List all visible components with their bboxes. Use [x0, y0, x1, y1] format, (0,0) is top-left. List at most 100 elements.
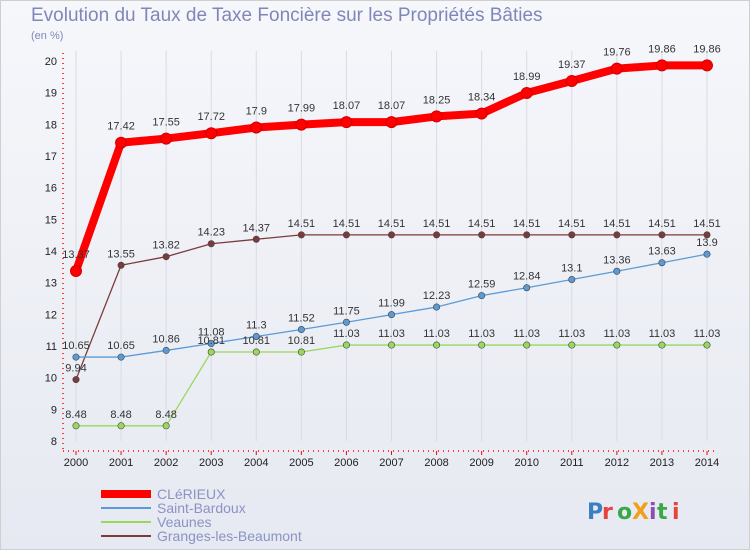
data-label: 13.9: [696, 237, 717, 249]
data-label: 14.51: [693, 218, 721, 230]
legend-item: Veaunes: [101, 514, 212, 530]
data-label: 11.3: [246, 320, 267, 332]
data-point: [658, 231, 666, 239]
data-point: [430, 110, 443, 123]
data-point: [387, 311, 395, 319]
series-granges-les-beaumont: [72, 231, 711, 384]
data-point: [658, 341, 666, 349]
data-label: 18.07: [378, 100, 406, 112]
y-tick-label: 11: [46, 341, 57, 353]
data-point: [160, 132, 173, 145]
data-labels: 13.37 17.42 17.55 17.72 17.9 17.99 18.07 18.07 1…: [62, 43, 721, 420]
y-tick-label: 17: [45, 151, 57, 163]
x-tick-label: 2012: [605, 457, 629, 469]
data-label: 13.63: [648, 246, 676, 258]
data-point: [297, 326, 305, 334]
data-label: 10.86: [152, 333, 180, 345]
data-label: 10.65: [107, 340, 135, 352]
x-tick-label: 2001: [109, 457, 133, 469]
y-tick-label: 14: [45, 246, 57, 258]
data-label: 18.99: [513, 71, 541, 83]
series-cl-rieux: [70, 59, 713, 277]
data-label: 19.37: [558, 59, 586, 71]
data-label: 10.65: [62, 340, 90, 352]
legend-item: CLéRIEUX: [101, 486, 226, 502]
data-label: 11.03: [694, 328, 721, 340]
y-tick-label: 19: [45, 88, 57, 100]
data-label: 13.36: [603, 254, 631, 266]
data-label: 12.59: [468, 279, 496, 291]
data-point: [387, 231, 395, 239]
data-point: [613, 267, 621, 275]
x-tick-label: 2010: [514, 457, 538, 469]
data-point: [433, 341, 441, 349]
data-label: 18.34: [468, 92, 496, 104]
logo-letter: i: [672, 500, 680, 525]
legend-label: Veaunes: [157, 514, 212, 530]
data-label: 19.86: [693, 43, 721, 55]
data-label: 13.1: [561, 263, 582, 275]
data-label: 14.51: [468, 218, 496, 230]
data-point: [207, 339, 215, 347]
logo-letter: o: [617, 500, 632, 525]
data-point: [658, 259, 666, 267]
y-tick-label: 16: [45, 183, 57, 195]
data-label: 17.42: [107, 121, 135, 133]
data-label: 11.08: [198, 326, 225, 338]
data-label: 17.9: [246, 106, 267, 118]
data-label: 14.37: [243, 222, 271, 234]
data-point: [568, 341, 576, 349]
data-point: [117, 422, 125, 430]
data-point: [387, 341, 395, 349]
data-label: 14.51: [333, 218, 361, 230]
data-point: [523, 231, 531, 239]
data-point: [117, 353, 125, 361]
data-point: [520, 86, 533, 99]
data-label: 11.52: [288, 313, 315, 325]
data-point: [613, 341, 621, 349]
x-tick-label: 2014: [695, 457, 719, 469]
x-tick-label: 2004: [244, 457, 268, 469]
data-point: [568, 275, 576, 283]
y-tick-label: 13: [45, 278, 57, 290]
data-label: 18.25: [423, 94, 451, 106]
data-label: 11.03: [603, 328, 630, 340]
data-label: 8.48: [65, 409, 86, 421]
logo-letter: t: [657, 500, 668, 525]
data-label: 14.51: [603, 218, 631, 230]
x-tick-label: 2009: [469, 457, 493, 469]
data-point: [385, 116, 398, 129]
logo-letter: i: [649, 500, 657, 525]
data-label: 14.51: [558, 218, 586, 230]
x-tick-label: 2005: [289, 457, 313, 469]
x-tick-label: 2011: [560, 457, 584, 469]
series-layer: [70, 59, 713, 430]
y-tick-label: 20: [45, 56, 57, 68]
data-point: [478, 231, 486, 239]
x-tick-label: 2003: [199, 457, 223, 469]
data-label: 14.51: [378, 218, 406, 230]
data-point: [703, 250, 711, 258]
data-label: 13.37: [62, 249, 90, 261]
data-label: 11.03: [513, 328, 540, 340]
data-point: [565, 74, 578, 87]
data-label: 11.03: [423, 328, 450, 340]
data-point: [72, 376, 80, 384]
data-point: [295, 118, 308, 131]
series-veaunes: [72, 341, 711, 430]
data-label: 12.84: [513, 271, 541, 283]
data-label: 14.51: [423, 218, 451, 230]
data-point: [342, 341, 350, 349]
x-tick-label: 2002: [154, 457, 178, 469]
data-label: 10.81: [197, 335, 225, 347]
data-point: [478, 292, 486, 300]
y-tick-label: 8: [51, 436, 57, 448]
data-point: [72, 353, 80, 361]
data-label: 17.55: [152, 117, 180, 129]
data-point: [433, 303, 441, 311]
series-saint-bardoux: [72, 250, 711, 361]
data-point: [610, 62, 623, 75]
y-tick-label: 15: [45, 214, 57, 226]
x-tick-label: 2000: [64, 457, 88, 469]
data-label: 19.86: [648, 43, 676, 55]
